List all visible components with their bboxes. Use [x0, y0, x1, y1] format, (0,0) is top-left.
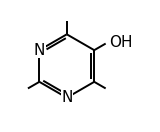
Text: N: N [61, 90, 72, 105]
Text: OH: OH [109, 35, 132, 50]
Text: N: N [34, 43, 45, 58]
